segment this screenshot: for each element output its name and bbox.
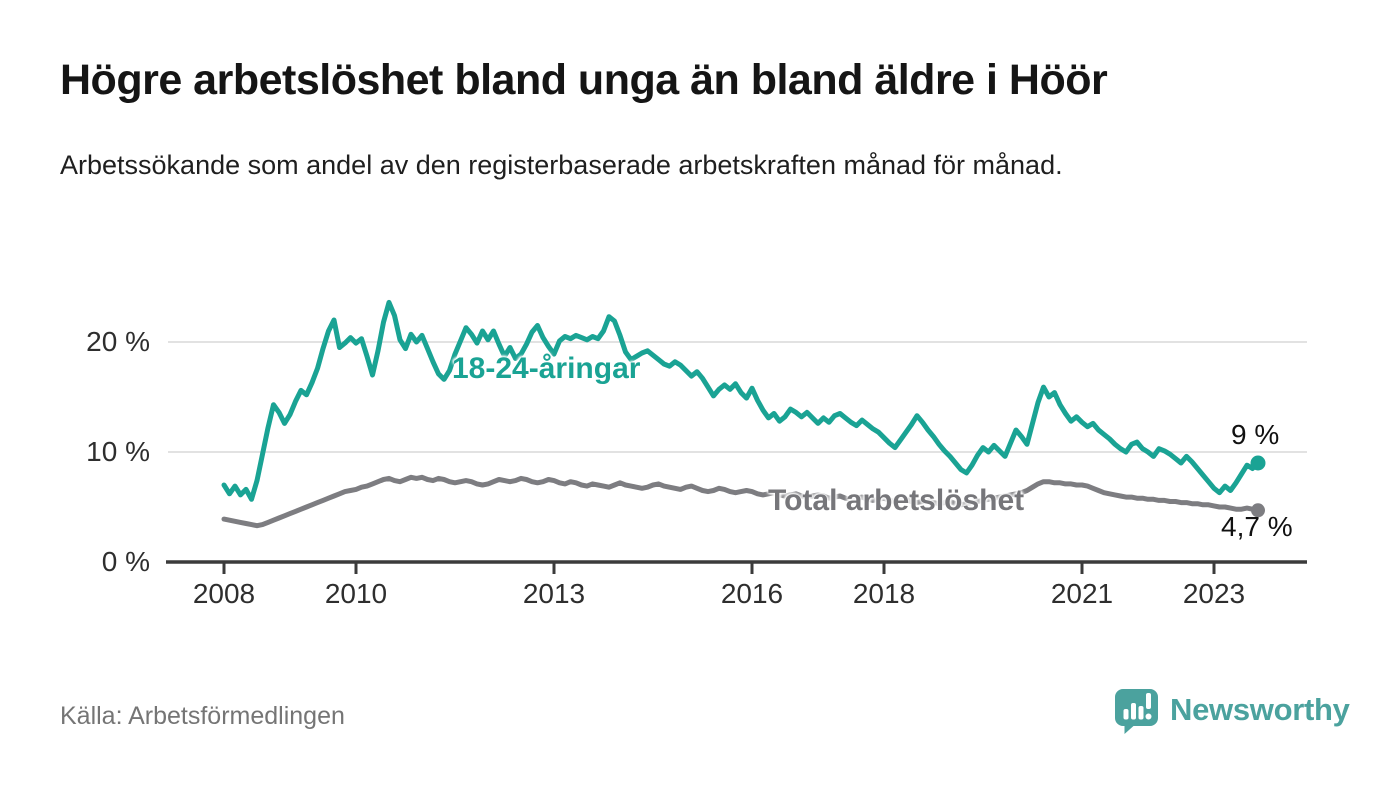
end-dot-total [1251,503,1265,518]
series-label-youth: 18-24-åringar [452,352,641,385]
source-note: Källa: Arbetsförmedlingen [60,702,345,730]
x-tick-label-2013: 2013 [522,578,586,609]
logo-exclamation-bar [1146,693,1151,709]
newsworthy-logo: Newsworthy [1112,684,1350,736]
page-title: Högre arbetslöshet bland unga än bland ä… [60,56,1108,104]
series-line-youth [221,299,1261,502]
logo-bar-3 [1138,706,1144,720]
series-label-total: Total arbetslöshet [768,484,1025,517]
y-tick-label-20: 20 % [86,326,150,357]
end-value-label-total: 4,7 % [1221,511,1293,542]
series-line-total [221,474,1261,529]
x-tick-label-2008: 2008 [192,578,256,609]
y-tick-label-10: 10 % [86,436,150,467]
end-value-label-youth: 9 % [1231,419,1280,450]
end-dot-youth [1250,455,1266,471]
logo-bar-1 [1123,709,1129,720]
newsworthy-logo-icon [1115,689,1158,734]
logo-exclamation-dot [1145,713,1152,720]
page-subtitle: Arbetssökande som andel av den registerb… [60,150,1063,180]
logo-bubble-shape [1115,689,1158,734]
x-tick-label-2021: 2021 [1050,578,1114,609]
y-tick-label-0: 0 % [101,546,150,577]
x-tick-label-2018: 2018 [852,578,916,609]
x-tick-label-2016: 2016 [720,578,784,609]
logo-bar-2 [1131,703,1136,720]
newsworthy-logo-text: Newsworthy [1170,692,1350,727]
x-tick-label-2010: 2010 [324,578,388,609]
x-tick-label-2023: 2023 [1182,578,1246,609]
